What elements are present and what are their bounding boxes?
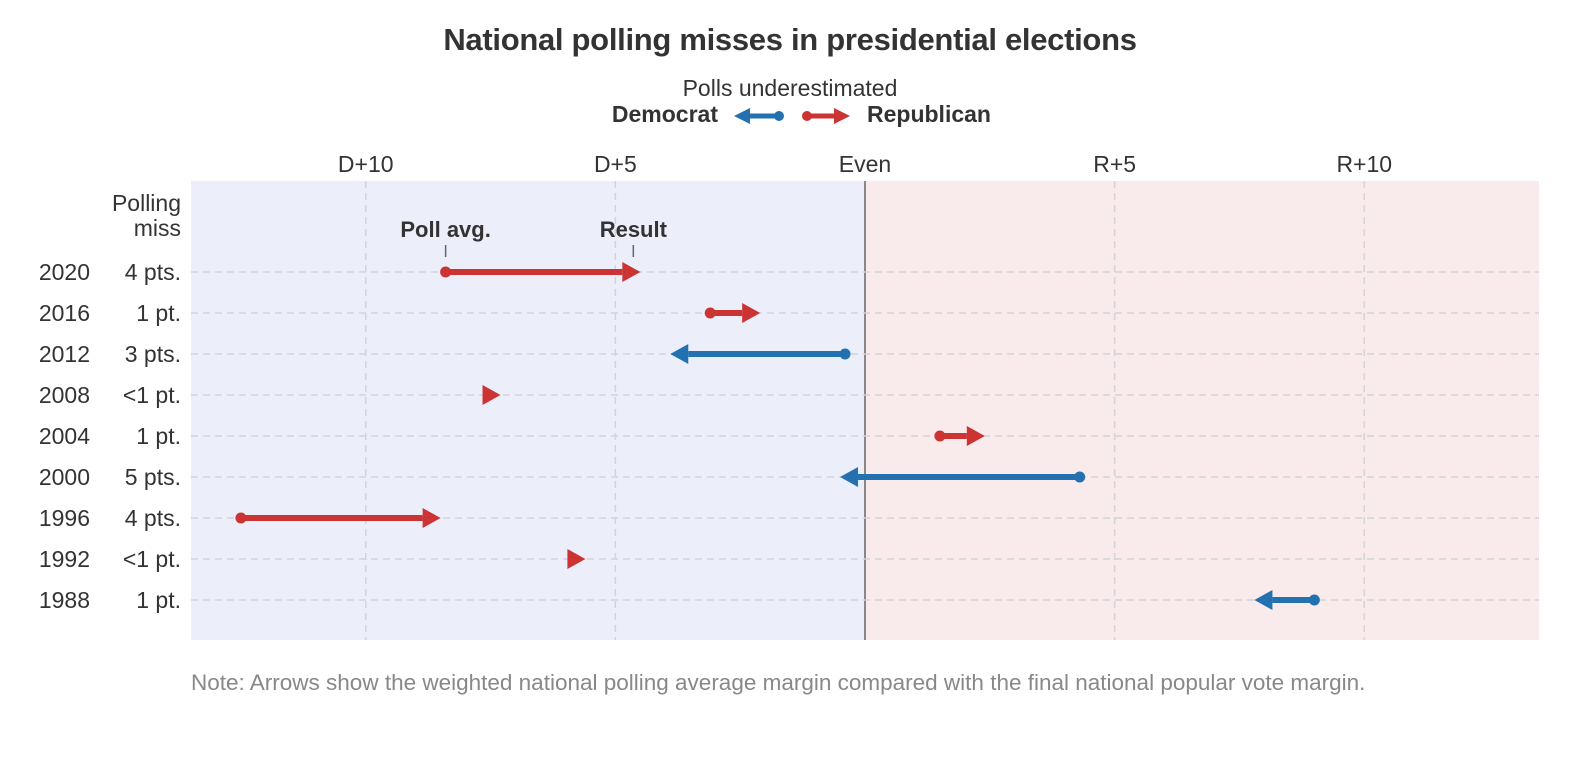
arrowhead bbox=[567, 549, 586, 569]
legend-heading: Polls underestimated bbox=[682, 75, 898, 101]
x-tick-label: Even bbox=[839, 151, 891, 177]
x-tick-label: D+10 bbox=[338, 151, 394, 177]
row-year-label: 2016 bbox=[39, 300, 90, 326]
row-year-label: 1992 bbox=[39, 546, 90, 572]
arrowhead bbox=[622, 262, 641, 282]
republican-background bbox=[865, 181, 1539, 640]
arrowhead bbox=[670, 344, 689, 364]
row-miss-label: <1 pt. bbox=[123, 382, 181, 408]
legend-republican-arrowhead bbox=[834, 108, 850, 124]
legend-republican-dot bbox=[802, 111, 812, 121]
poll-avg-annotation: Poll avg. bbox=[400, 217, 490, 242]
arrowhead bbox=[482, 385, 501, 405]
arrowhead bbox=[966, 426, 985, 446]
x-tick-label: D+5 bbox=[594, 151, 637, 177]
row-year-label: 1988 bbox=[39, 587, 90, 613]
legend-democrat-dot bbox=[774, 111, 784, 121]
row-miss-label: 1 pt. bbox=[136, 587, 181, 613]
legend-democrat-label: Democrat bbox=[611, 101, 718, 127]
poll-average-dot bbox=[934, 430, 946, 442]
poll-average-dot bbox=[1074, 471, 1086, 483]
arrowhead bbox=[1254, 590, 1273, 610]
row-miss-label: 5 pts. bbox=[125, 464, 181, 490]
row-header-line-1: Polling bbox=[112, 190, 181, 216]
row-miss-label: 1 pt. bbox=[136, 423, 181, 449]
legend-republican-label: Republican bbox=[867, 101, 991, 127]
row-year-label: 2020 bbox=[39, 259, 90, 285]
poll-average-dot bbox=[235, 512, 247, 524]
row-year-label: 2004 bbox=[39, 423, 90, 449]
x-tick-label: R+10 bbox=[1336, 151, 1392, 177]
row-header-line-2: miss bbox=[134, 215, 181, 241]
poll-average-dot bbox=[704, 307, 716, 319]
arrowhead bbox=[742, 303, 761, 323]
legend-democrat-arrowhead bbox=[734, 108, 750, 124]
chart-note: Note: Arrows show the weighted national … bbox=[191, 670, 1366, 695]
row-year-label: 2000 bbox=[39, 464, 90, 490]
arrowhead bbox=[840, 467, 859, 487]
row-miss-label: <1 pt. bbox=[123, 546, 181, 572]
chart-title: National polling misses in presidential … bbox=[443, 22, 1137, 57]
x-tick-label: R+5 bbox=[1093, 151, 1136, 177]
democrat-background bbox=[191, 181, 865, 640]
legend-arrows bbox=[734, 108, 850, 124]
row-miss-label: 3 pts. bbox=[125, 341, 181, 367]
poll-average-dot bbox=[1308, 594, 1320, 606]
poll-average-dot bbox=[440, 266, 452, 278]
row-miss-label: 4 pts. bbox=[125, 259, 181, 285]
arrowhead bbox=[422, 508, 441, 528]
result-annotation: Result bbox=[600, 217, 668, 242]
row-year-label: 2008 bbox=[39, 382, 90, 408]
row-year-label: 2012 bbox=[39, 341, 90, 367]
row-miss-label: 1 pt. bbox=[136, 300, 181, 326]
row-miss-label: 4 pts. bbox=[125, 505, 181, 531]
poll-average-dot bbox=[839, 348, 851, 360]
row-year-label: 1996 bbox=[39, 505, 90, 531]
